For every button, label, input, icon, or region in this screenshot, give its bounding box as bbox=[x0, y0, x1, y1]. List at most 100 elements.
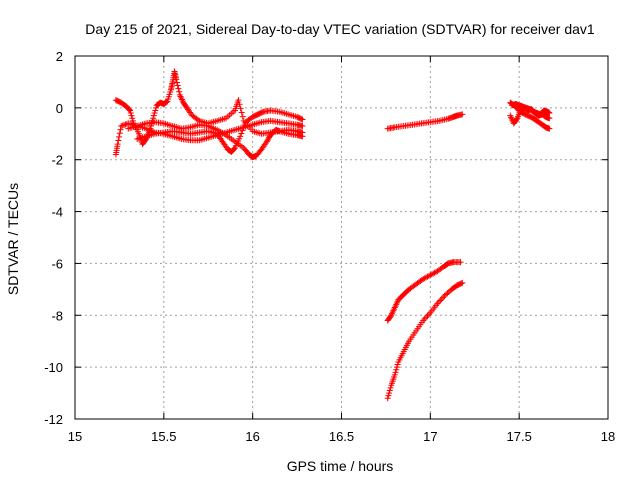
data-point bbox=[126, 106, 133, 113]
data-point bbox=[457, 259, 464, 266]
y-tick-label: 2 bbox=[56, 49, 63, 64]
data-point bbox=[117, 126, 124, 133]
data-point bbox=[425, 311, 432, 318]
data-point bbox=[265, 135, 272, 142]
data-point bbox=[147, 125, 154, 132]
data-point bbox=[421, 315, 428, 322]
data-point bbox=[128, 112, 135, 119]
data-point bbox=[119, 122, 126, 129]
data-point bbox=[386, 390, 393, 397]
satellite-track-a bbox=[112, 117, 306, 158]
y-tick-label: -4 bbox=[51, 205, 63, 220]
data-point bbox=[393, 364, 400, 371]
x-tick-label: 18 bbox=[601, 429, 615, 444]
data-point bbox=[263, 138, 270, 145]
data-point bbox=[239, 113, 246, 120]
y-tick-label: -6 bbox=[51, 256, 63, 271]
data-point bbox=[176, 88, 183, 95]
satellite-track-g bbox=[384, 279, 466, 402]
data-point bbox=[441, 292, 448, 299]
data-point bbox=[513, 116, 520, 123]
data-point bbox=[435, 299, 442, 306]
data-point bbox=[116, 130, 123, 137]
data-point bbox=[151, 110, 158, 117]
y-tick-labels: 2 0 -2 -4 -6 -8 -10 -12 bbox=[44, 49, 63, 427]
data-point bbox=[299, 123, 306, 130]
data-point bbox=[153, 104, 160, 111]
data-point bbox=[174, 82, 181, 89]
data-point bbox=[298, 116, 305, 123]
chart-title: Day 215 of 2021, Sidereal Day-to-day VTE… bbox=[85, 21, 595, 37]
data-point bbox=[424, 312, 431, 319]
data-point bbox=[546, 110, 553, 117]
data-point bbox=[237, 105, 244, 112]
data-point bbox=[231, 145, 238, 152]
y-tick-label: 0 bbox=[56, 101, 63, 116]
data-point bbox=[173, 79, 180, 86]
y-tick-label: -10 bbox=[44, 360, 63, 375]
data-point bbox=[299, 116, 306, 123]
data-point bbox=[240, 124, 247, 131]
data-point bbox=[114, 141, 121, 148]
x-tick-label: 17.5 bbox=[507, 429, 532, 444]
data-point bbox=[118, 123, 125, 130]
data-series bbox=[112, 68, 553, 402]
x-tick-label: 16 bbox=[245, 429, 259, 444]
data-point bbox=[384, 395, 391, 402]
data-point bbox=[266, 134, 273, 141]
y-tick-label: -12 bbox=[44, 412, 63, 427]
data-point bbox=[437, 297, 444, 304]
data-point bbox=[264, 137, 271, 144]
data-point bbox=[442, 291, 449, 298]
data-point bbox=[459, 111, 466, 118]
satellite-track-f bbox=[384, 259, 464, 324]
data-point bbox=[173, 76, 180, 83]
data-point bbox=[385, 392, 392, 399]
data-point bbox=[129, 117, 136, 124]
data-point bbox=[115, 137, 122, 144]
data-point bbox=[163, 98, 170, 105]
data-point bbox=[394, 361, 401, 368]
satellite-track-j bbox=[509, 100, 553, 118]
data-point bbox=[127, 110, 134, 117]
data-point bbox=[238, 109, 245, 116]
data-point bbox=[391, 371, 398, 378]
data-point bbox=[440, 294, 447, 301]
x-tick-labels: 15 15.5 16 16.5 17 17.5 18 bbox=[68, 429, 615, 444]
data-point bbox=[116, 133, 123, 140]
data-point bbox=[458, 280, 465, 287]
data-point bbox=[236, 101, 243, 108]
x-tick-label: 15.5 bbox=[151, 429, 176, 444]
data-point bbox=[235, 97, 242, 104]
data-point bbox=[175, 85, 182, 92]
x-axis-title: GPS time / hours bbox=[287, 458, 394, 474]
data-point bbox=[237, 133, 244, 140]
x-tick-label: 16.5 bbox=[329, 429, 354, 444]
data-point bbox=[546, 115, 553, 122]
data-point bbox=[423, 314, 430, 321]
data-point bbox=[152, 107, 159, 114]
data-point bbox=[546, 125, 553, 132]
satellite-track-e bbox=[384, 111, 466, 132]
satellite-track-c bbox=[125, 119, 306, 161]
data-point bbox=[129, 115, 136, 122]
x-tick-label: 15 bbox=[68, 429, 82, 444]
y-axis-title: SDTVAR / TECUs bbox=[5, 183, 21, 295]
data-point bbox=[444, 290, 451, 297]
data-point bbox=[387, 313, 394, 320]
x-tick-label: 17 bbox=[423, 429, 437, 444]
data-point bbox=[438, 295, 445, 302]
data-point bbox=[194, 116, 201, 123]
data-point bbox=[393, 366, 400, 373]
data-point bbox=[392, 369, 399, 376]
data-point bbox=[122, 121, 129, 128]
data-point bbox=[239, 127, 246, 134]
data-point bbox=[387, 384, 394, 391]
satellite-track-d bbox=[134, 107, 306, 155]
data-point bbox=[121, 121, 128, 128]
data-point bbox=[127, 107, 134, 114]
data-point bbox=[299, 133, 306, 140]
y-tick-label: -8 bbox=[51, 308, 63, 323]
data-point bbox=[386, 387, 393, 394]
